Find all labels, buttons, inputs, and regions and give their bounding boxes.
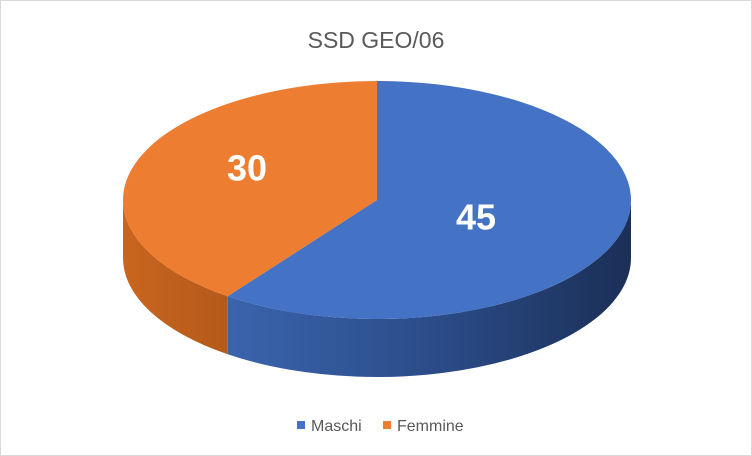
pie-slice-femmine <box>123 81 377 297</box>
pie-slice-maschi <box>227 81 632 320</box>
pie-side-femmine <box>123 200 228 355</box>
pie-side-maschi <box>227 200 631 377</box>
data-label-maschi: 45 <box>456 197 496 238</box>
data-label-femmine: 30 <box>227 148 267 189</box>
pie-group: 45 30 <box>123 81 632 377</box>
chart-title: SSD GEO/06 <box>308 27 445 53</box>
legend-swatch-femmine <box>383 421 391 429</box>
legend-label-maschi: Maschi <box>311 418 362 435</box>
legend: Maschi Femmine <box>297 418 464 435</box>
legend-swatch-maschi <box>297 421 305 429</box>
legend-label-femmine: Femmine <box>397 418 464 435</box>
